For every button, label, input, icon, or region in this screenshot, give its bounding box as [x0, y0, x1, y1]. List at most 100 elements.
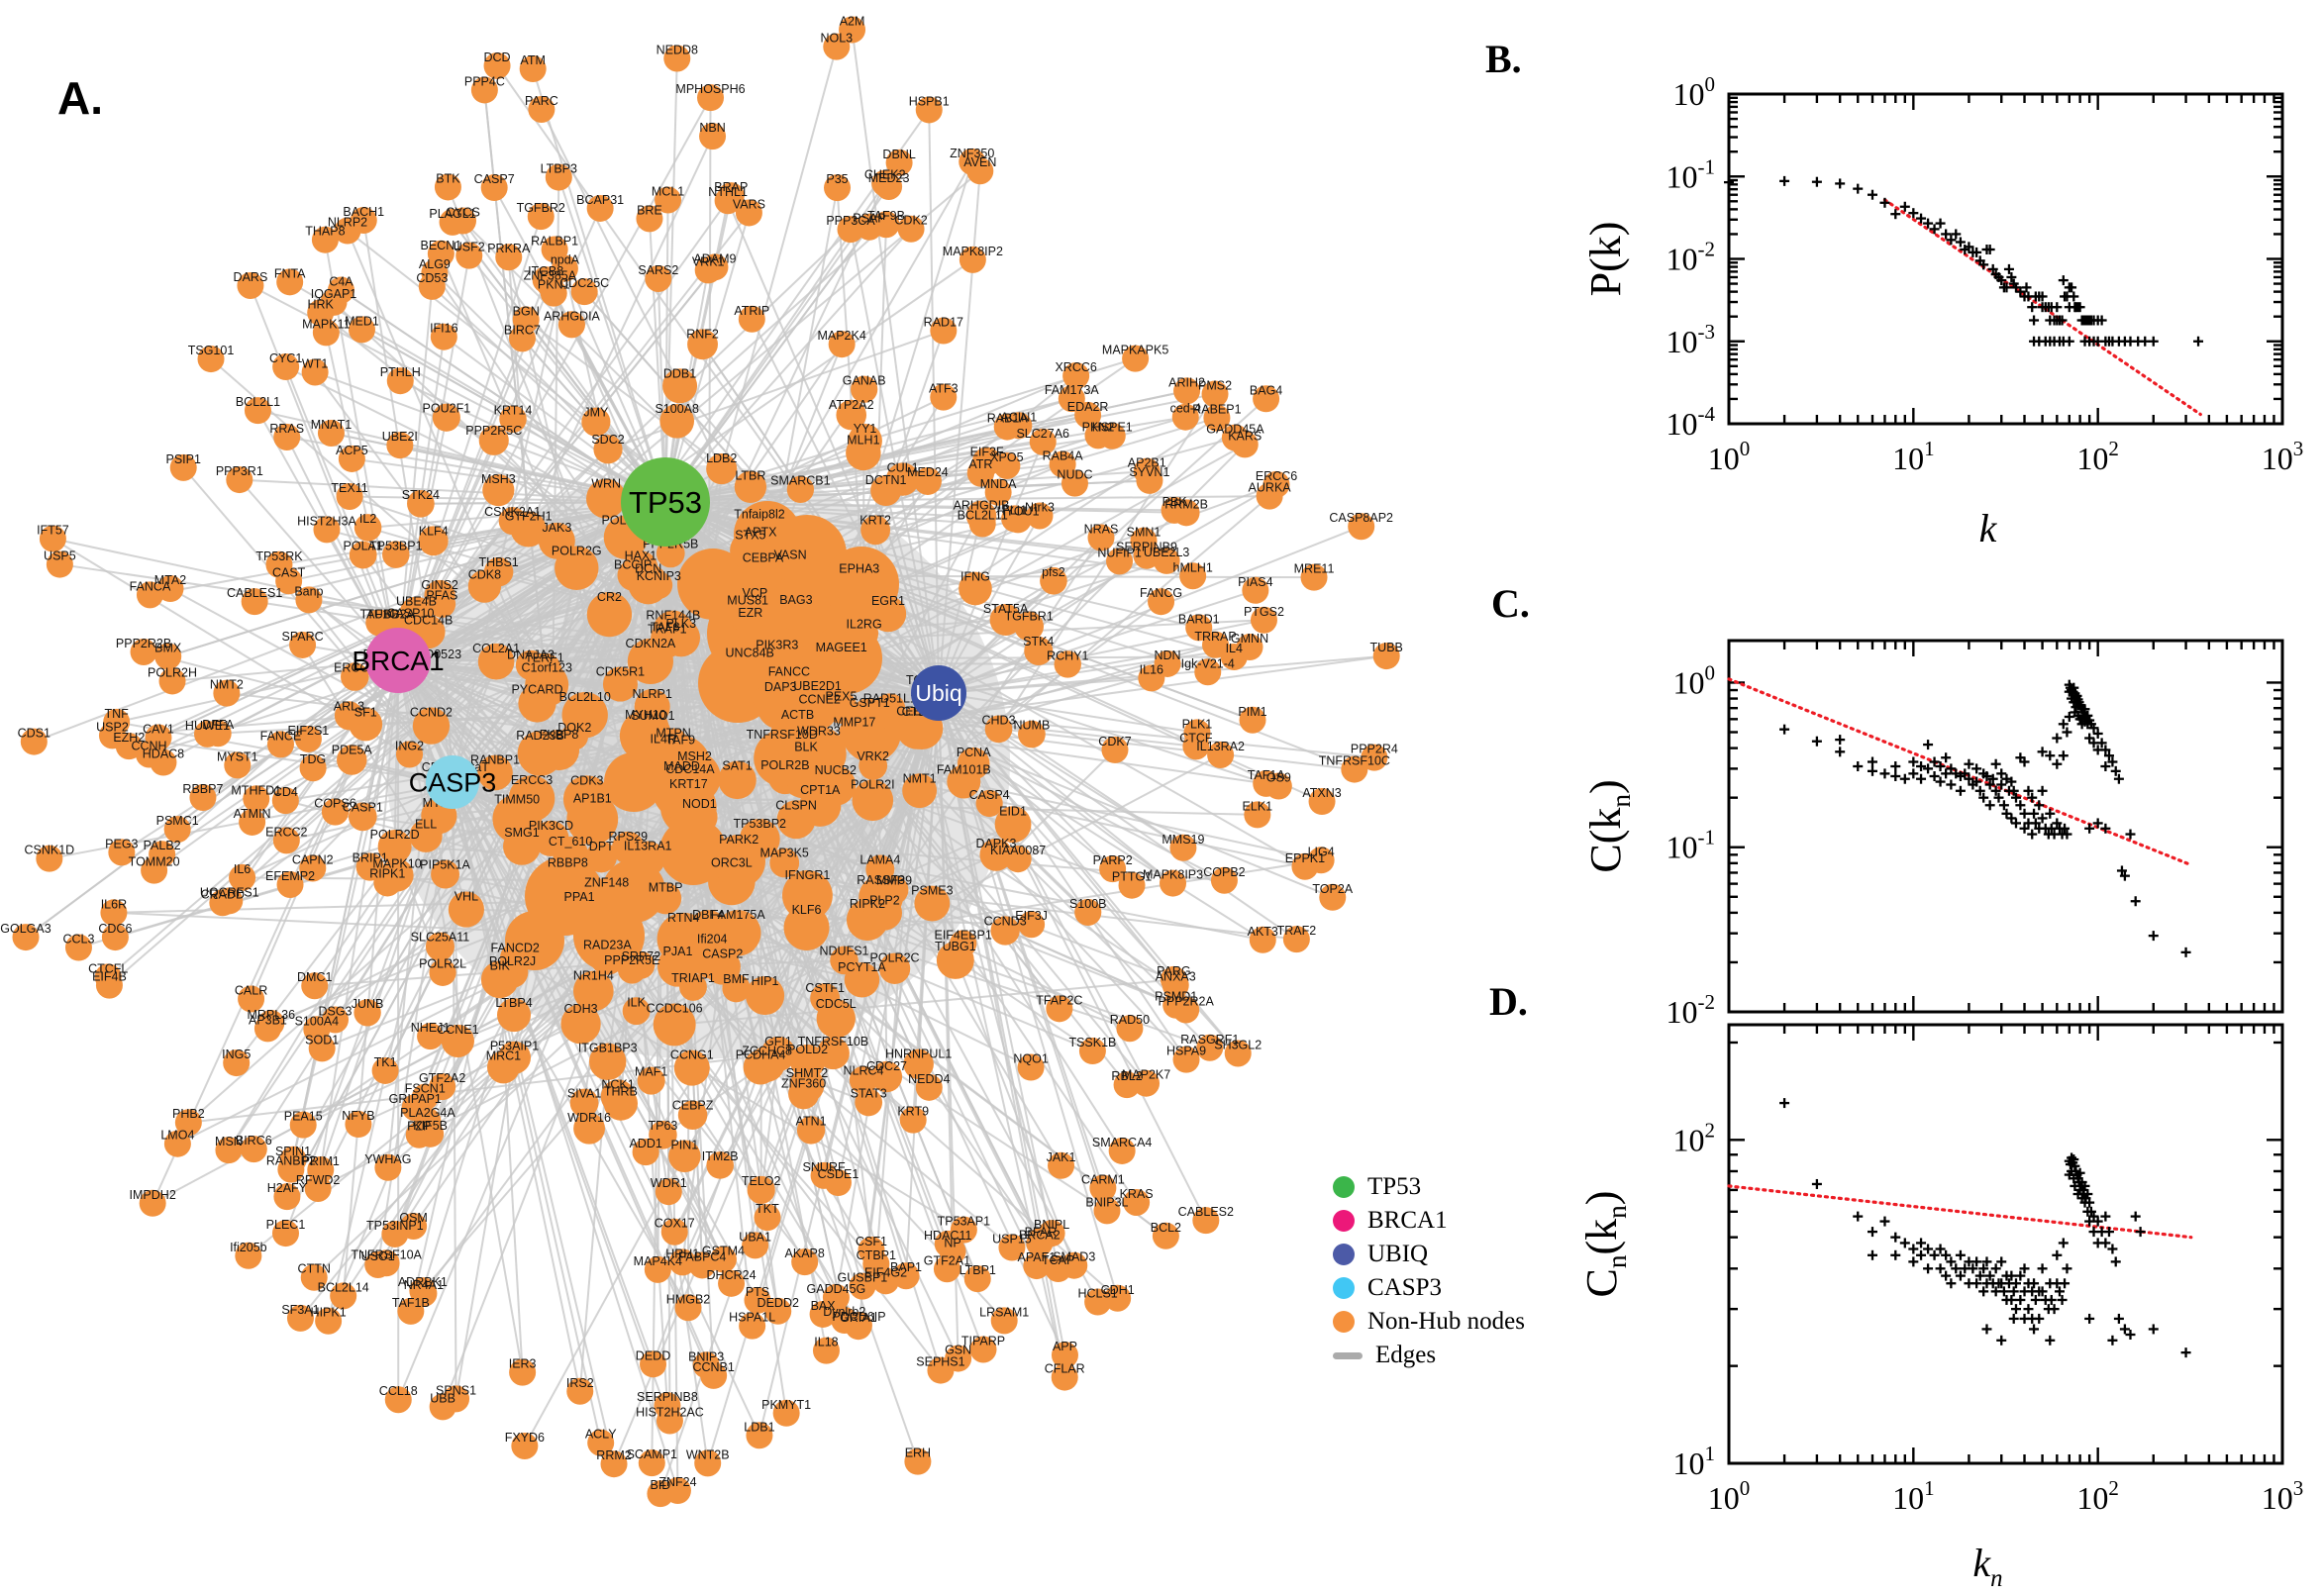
gene-label: PPP3R1 — [216, 464, 263, 478]
network-node — [497, 998, 532, 1033]
gene-label: RFWD2 — [296, 1173, 340, 1187]
svg-text:102: 102 — [2076, 1476, 2119, 1516]
network-node — [321, 798, 350, 826]
plot-panel-C: 100 10-1 10-2 C(kn​) — [1581, 639, 2284, 1030]
gene-label: JAK1 — [1047, 1150, 1076, 1164]
svg-text:10-2: 10-2 — [1666, 990, 1716, 1030]
gene-label: Igk-V21-4 — [1181, 656, 1235, 670]
network-node — [455, 242, 483, 269]
gene-label: MSH2 — [677, 749, 712, 763]
network-node — [959, 571, 992, 606]
gene-label: IMPDH2 — [130, 1188, 176, 1202]
network-node — [914, 885, 951, 922]
network-node — [581, 407, 611, 437]
network-node — [803, 680, 832, 710]
gene-label: TOMM20 — [129, 855, 180, 869]
gene-label: DBF4 — [692, 908, 724, 922]
gene-label: EFEMP2 — [265, 869, 315, 883]
network-node — [1231, 431, 1259, 458]
network-edge — [431, 285, 666, 503]
gene-label: CALR — [235, 983, 267, 997]
gene-label: BCL2L14 — [318, 1280, 369, 1294]
network-node — [600, 1450, 628, 1478]
gene-label: MAF1 — [635, 1065, 667, 1079]
network-node — [1348, 513, 1375, 541]
legend-label-brca1: BRCA1 — [1367, 1207, 1448, 1234]
network-edge — [253, 501, 666, 603]
gene-label: CD4 — [273, 785, 298, 799]
network-node — [156, 575, 184, 603]
gene-label: Ifi205b — [230, 1241, 267, 1254]
gene-label: MAP2K4 — [817, 329, 865, 343]
gene-label: FANCC — [768, 664, 810, 678]
network-edge — [292, 659, 399, 1160]
network-node — [1152, 1222, 1179, 1249]
gene-label: CDC25C — [559, 276, 609, 290]
gene-label: MSN — [215, 1135, 243, 1148]
gene-label: CAPN2 — [292, 852, 334, 866]
network-node — [527, 203, 555, 231]
gene-label: CSNK1D — [24, 844, 74, 857]
gene-label: USF2 — [454, 241, 485, 254]
gene-label: PIM1 — [1238, 705, 1266, 719]
gene-label: BIRC6 — [236, 1134, 272, 1147]
gene-label: UBE2I — [382, 430, 418, 444]
network-node — [560, 1004, 601, 1045]
gene-label: POLR2B — [760, 758, 809, 772]
network-node — [483, 51, 511, 79]
network-node — [139, 1189, 166, 1217]
gene-label: CSNK2A1 — [484, 505, 541, 519]
network-node — [728, 648, 771, 691]
gene-label: CCNE2 — [799, 692, 841, 706]
panel-c-label: C. — [1491, 581, 1530, 626]
gene-label: PIP5K1A — [420, 858, 470, 872]
network-node — [1162, 991, 1190, 1019]
gene-label: MMP17 — [833, 716, 875, 730]
network-nodes — [12, 16, 1400, 1508]
gene-label: RBL2 — [1111, 1069, 1142, 1083]
network-node — [441, 1024, 474, 1058]
legend-label-edges: Edges — [1375, 1342, 1437, 1368]
gene-label: SF1 — [354, 706, 377, 720]
gene-label: MMS19 — [1162, 833, 1204, 847]
gene-label: PTS — [746, 1285, 769, 1299]
gene-label: KIAA0087 — [990, 844, 1046, 857]
network-node — [1172, 1046, 1200, 1073]
network-node — [1040, 566, 1067, 595]
network-node — [1084, 1288, 1112, 1316]
network-node — [480, 960, 519, 999]
gene-label: ITGB1BP3 — [578, 1042, 638, 1055]
gene-label: COPB2 — [1203, 865, 1245, 879]
gene-label: ILK — [627, 995, 646, 1009]
network-node — [382, 541, 410, 568]
network-node — [189, 784, 217, 812]
gene-label: TUBB — [1370, 641, 1403, 654]
network-node — [1101, 736, 1129, 763]
gene-label: FAM173A — [1045, 383, 1100, 397]
network-node — [825, 691, 858, 724]
gene-label: BCL2L11 — [958, 509, 1008, 523]
network-node — [272, 353, 300, 381]
network-node — [480, 174, 508, 202]
network-node — [1089, 1174, 1117, 1202]
gene-label: NUDC — [1057, 468, 1092, 482]
gene-label: C1orf123 — [521, 661, 571, 675]
network-node — [511, 1432, 539, 1459]
network-node — [1210, 866, 1238, 894]
data-points — [1779, 1098, 2191, 1358]
gene-label: DCN — [635, 562, 661, 576]
gene-label: BCL2 — [1151, 1221, 1181, 1235]
gene-label: SLC27A6 — [1016, 427, 1069, 441]
network-node — [213, 679, 241, 707]
legend-label-nonhub: Non-Hub nodes — [1367, 1308, 1526, 1335]
network-node — [1133, 1069, 1161, 1097]
gene-label: RCHY1 — [1047, 648, 1088, 662]
gene-label: TP53BP2 — [734, 817, 787, 831]
network-node — [108, 839, 136, 866]
network-node — [1291, 852, 1319, 880]
network-node — [692, 1351, 720, 1379]
network-node — [299, 754, 327, 782]
gene-label: BRE — [637, 203, 662, 217]
network-node — [774, 549, 806, 581]
brca1-dot-icon — [1333, 1210, 1355, 1232]
